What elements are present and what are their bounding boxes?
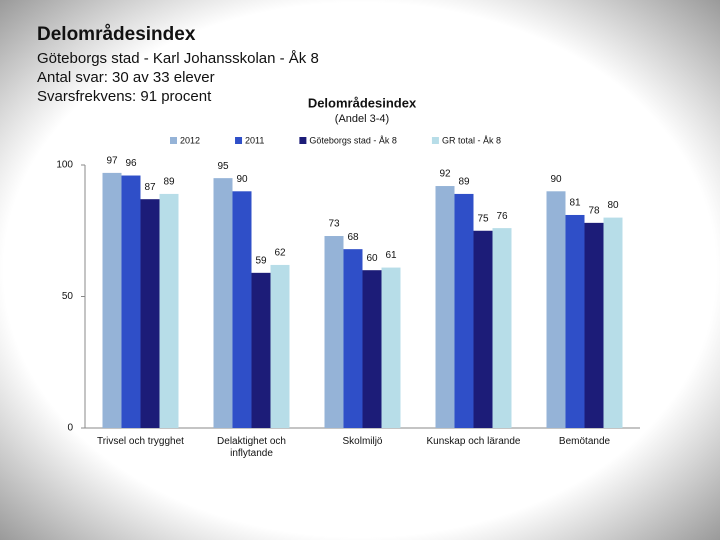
data-label: 68 bbox=[347, 232, 359, 243]
legend-swatch bbox=[299, 137, 307, 144]
data-label: 87 bbox=[144, 182, 156, 193]
bar bbox=[251, 272, 271, 428]
legend-label: Göteborgs stad - Åk 8 bbox=[309, 135, 397, 145]
data-label: 59 bbox=[255, 255, 267, 266]
chart-title: Delområdesindex bbox=[308, 95, 417, 110]
legend-swatch bbox=[170, 137, 177, 144]
data-label: 92 bbox=[439, 169, 451, 180]
data-label: 76 bbox=[496, 211, 508, 222]
data-label: 89 bbox=[163, 177, 175, 188]
data-label: 61 bbox=[385, 250, 397, 261]
legend-swatch bbox=[235, 137, 243, 144]
legend-label: 2012 bbox=[180, 135, 200, 145]
slide-title: Delområdesindex bbox=[37, 24, 196, 45]
data-label: 80 bbox=[607, 200, 619, 211]
data-label: 90 bbox=[236, 174, 248, 185]
bar bbox=[492, 228, 512, 428]
info-line: Göteborgs stad - Karl Johansskolan - Åk … bbox=[37, 50, 319, 67]
bar bbox=[381, 267, 401, 428]
y-tick-label: 0 bbox=[67, 423, 73, 434]
bar bbox=[324, 236, 344, 428]
data-label: 60 bbox=[366, 253, 378, 264]
bar bbox=[270, 264, 290, 428]
bar bbox=[140, 199, 160, 428]
bar bbox=[546, 191, 566, 428]
bar bbox=[603, 217, 623, 428]
bar bbox=[473, 230, 493, 428]
data-label: 81 bbox=[569, 198, 581, 209]
bar bbox=[584, 222, 604, 428]
info-line: Svarsfrekvens: 91 procent bbox=[37, 88, 212, 105]
x-tick-label: Skolmiljö bbox=[342, 436, 383, 447]
x-tick-label: Trivsel och trygghet bbox=[97, 436, 184, 447]
bar bbox=[565, 214, 585, 428]
bar bbox=[159, 193, 179, 428]
data-label: 96 bbox=[125, 158, 137, 169]
bar bbox=[362, 270, 382, 428]
info-line: Antal svar: 30 av 33 elever bbox=[37, 69, 215, 86]
legend-label: GR total - Åk 8 bbox=[442, 135, 501, 145]
data-label: 89 bbox=[458, 177, 470, 188]
bar bbox=[102, 172, 122, 428]
chart-subtitle: (Andel 3-4) bbox=[335, 113, 389, 125]
bar bbox=[343, 249, 363, 428]
data-label: 90 bbox=[550, 174, 562, 185]
y-tick-label: 100 bbox=[56, 160, 73, 171]
x-tick-label: Kunskap och lärande bbox=[426, 436, 521, 447]
legend-swatch bbox=[431, 137, 439, 144]
bar bbox=[454, 193, 474, 428]
x-tick-label: Bemötande bbox=[558, 436, 611, 447]
data-label: 62 bbox=[274, 248, 286, 259]
data-label: 95 bbox=[217, 161, 229, 172]
bar bbox=[213, 178, 233, 428]
x-tick-label: Delaktighet och inflytande bbox=[217, 436, 286, 459]
bar bbox=[435, 186, 455, 428]
data-label: 75 bbox=[477, 213, 489, 224]
bar bbox=[232, 191, 252, 428]
bar bbox=[121, 175, 141, 428]
data-label: 78 bbox=[588, 206, 600, 217]
data-label: 97 bbox=[106, 156, 118, 167]
y-tick-label: 50 bbox=[62, 291, 74, 302]
legend-label: 2011 bbox=[245, 135, 264, 145]
data-label: 73 bbox=[328, 219, 340, 230]
